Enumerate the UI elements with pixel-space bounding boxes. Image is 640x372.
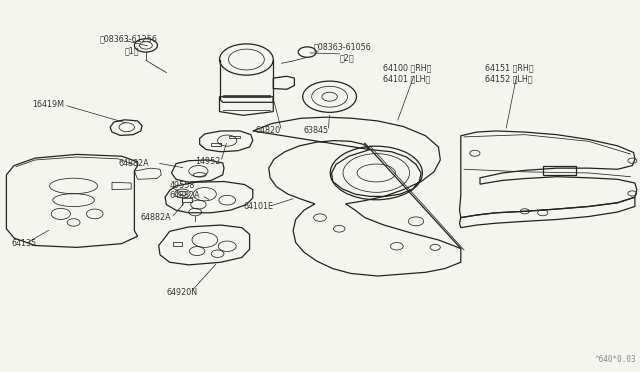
Text: 49558: 49558 <box>170 182 195 190</box>
Text: 64820: 64820 <box>256 126 281 135</box>
Text: Ⓢ08363-61256: Ⓢ08363-61256 <box>99 35 157 44</box>
Text: 64101E: 64101E <box>243 202 273 211</box>
Text: 14952: 14952 <box>195 157 221 166</box>
Text: 64882A: 64882A <box>118 159 149 168</box>
Text: 64152 〈LH〉: 64152 〈LH〉 <box>485 74 532 83</box>
Text: ^640*0.03: ^640*0.03 <box>595 355 637 364</box>
Text: 〈2〉: 〈2〉 <box>339 53 354 62</box>
Text: 16419M: 16419M <box>32 100 64 109</box>
Text: 63845: 63845 <box>304 126 329 135</box>
Text: 64151 〈RH〉: 64151 〈RH〉 <box>485 63 534 72</box>
Text: 64920N: 64920N <box>166 288 198 296</box>
Text: 64101 〈LH〉: 64101 〈LH〉 <box>383 74 430 83</box>
Text: 64882A: 64882A <box>141 213 172 222</box>
Text: 64100 〈RH〉: 64100 〈RH〉 <box>383 63 431 72</box>
Text: 〈1〉: 〈1〉 <box>125 47 140 56</box>
Text: 64882A: 64882A <box>170 191 200 200</box>
Text: 64135: 64135 <box>12 239 36 248</box>
Text: Ⓢ08363-61056: Ⓢ08363-61056 <box>314 42 371 51</box>
